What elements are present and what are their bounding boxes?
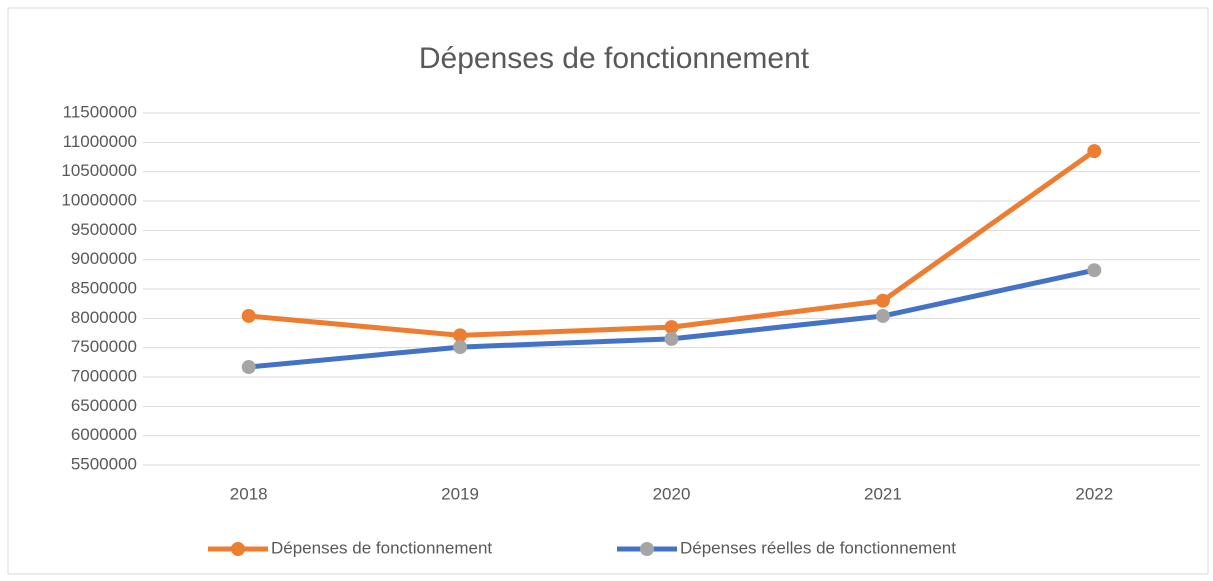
y-tick-label: 11500000 [63,102,137,121]
y-tick-label: 10500000 [61,161,137,180]
data-point [241,308,256,323]
data-point [875,293,890,308]
data-point [1087,263,1102,278]
x-tick-label: 2018 [230,484,268,503]
y-tick-label: 6500000 [71,396,137,415]
y-tick-label: 8500000 [71,278,137,297]
y-tick-label: 6000000 [71,425,137,444]
y-tick-label: 5500000 [71,454,137,473]
x-tick-label: 2021 [864,484,902,503]
chart-border [7,7,1209,575]
data-point [664,320,679,335]
y-tick-label: 8000000 [71,308,137,327]
y-tick-label: 10000000 [61,190,137,209]
data-point [875,308,890,323]
data-point [1087,144,1102,159]
x-tick-label: 2022 [1075,484,1113,503]
y-tick-label: 11000000 [63,132,137,151]
legend-label: Dépenses de fonctionnement [271,538,492,557]
x-tick-label: 2020 [653,484,691,503]
data-point [453,328,468,343]
data-point [664,331,679,346]
x-tick-label: 2019 [441,484,479,503]
chart-title: Dépenses de fonctionnement [419,42,810,75]
y-tick-label: 9000000 [71,249,137,268]
y-tick-label: 7000000 [71,366,137,385]
legend-marker [231,542,245,556]
y-tick-label: 9500000 [71,220,137,239]
data-point [453,340,468,355]
legend-label: Dépenses réelles de fonctionnement [680,538,956,557]
y-tick-label: 7500000 [71,337,137,356]
data-point [241,360,256,375]
legend-marker [640,542,654,556]
